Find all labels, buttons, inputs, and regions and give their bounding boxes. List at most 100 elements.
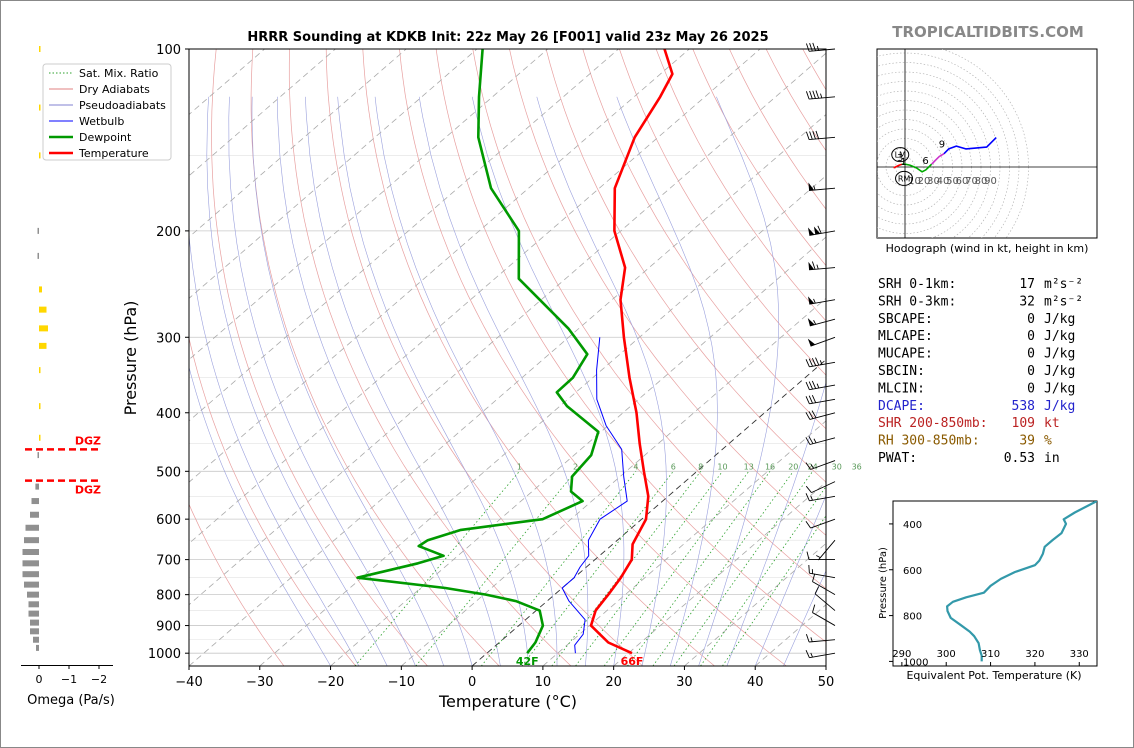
x-tick-label: 0	[468, 675, 476, 690]
omega-ticks: 0 −1 −2	[36, 665, 107, 686]
barb-full	[805, 43, 810, 52]
wind-barb	[808, 182, 836, 191]
param-label: SRH 0-3km:	[878, 294, 956, 309]
omega-bar	[37, 452, 39, 459]
omega-bar	[39, 152, 41, 159]
param-label: SHR 200-850mb:	[878, 416, 988, 431]
pseudoadiabat	[726, 381, 826, 666]
omega-bar	[39, 434, 41, 441]
omega-bar	[22, 548, 39, 555]
mixing-ratio-label: 20	[788, 462, 798, 471]
barb-full	[805, 381, 810, 390]
isotherm	[330, 236, 826, 666]
barb-half	[813, 438, 817, 444]
hodograph-height-label: 9	[939, 140, 945, 151]
wind-barb	[805, 493, 836, 502]
x-tick-label: 10	[535, 675, 552, 690]
pseudoadiabat	[251, 96, 445, 666]
wind-barb	[808, 564, 836, 579]
barb-staff	[810, 518, 836, 529]
theta-e-y-label: 400	[903, 520, 922, 531]
barb-half	[813, 320, 817, 325]
isotherm	[189, 113, 826, 666]
legend-label: Wetbulb	[79, 115, 124, 128]
hodograph-segment	[943, 137, 997, 155]
hodograph-trace	[893, 137, 997, 173]
wind-barb	[808, 225, 836, 236]
pseudoadiabat	[783, 570, 826, 666]
barb-full	[815, 90, 820, 99]
omega-axis-label: Omega (Pa/s)	[27, 693, 115, 708]
hodograph-ring-label: 50	[946, 176, 959, 187]
omega-tick-label: −2	[91, 673, 107, 686]
barb-pennant	[808, 296, 815, 305]
y-tick-label: 100	[156, 43, 181, 58]
param-row: MLCAPE: 0 J/kg	[878, 329, 1075, 344]
param-row: SBCAPE: 0 J/kg	[878, 312, 1075, 327]
hodograph-segment	[893, 163, 903, 169]
wetbulb-line	[561, 337, 628, 654]
legend-label: Pseudoadiabats	[79, 99, 166, 112]
theta-e-y-label: 800	[903, 612, 922, 623]
omega-tick-label: 0	[36, 673, 43, 686]
omega-bar	[36, 644, 39, 651]
legend-label: Sat. Mix. Ratio	[79, 67, 159, 80]
param-label: SRH 0-1km:	[878, 277, 956, 292]
param-unit: m²s⁻²	[1044, 277, 1083, 292]
mixing-ratio-line	[354, 471, 520, 666]
barb-staff	[809, 48, 836, 52]
barb-full	[811, 394, 817, 403]
hodograph-ring-label: 60	[956, 176, 969, 187]
param-label: DCAPE:	[878, 399, 925, 414]
param-unit: J/kg	[1044, 347, 1075, 362]
hodograph-ring-label: 10	[908, 176, 921, 187]
x-axis-ticks: −40 −30 −20 −10 0 10 20 30 40 50	[175, 666, 834, 690]
param-unit: J/kg	[1044, 399, 1075, 414]
x-tick-label: 40	[747, 675, 764, 690]
pseudoadiabat	[754, 494, 826, 666]
param-unit: J/kg	[1044, 329, 1075, 344]
barb-staff	[809, 187, 836, 191]
x-tick-label: 30	[676, 675, 693, 690]
isotherm	[189, 49, 407, 238]
mixing-ratio-line	[673, 471, 814, 666]
isotherms	[189, 49, 826, 666]
omega-bar	[39, 403, 41, 410]
parameter-table: SRH 0-1km: 17 m²s⁻² SRH 0-3km: 32 m²s⁻² SBCAPE…	[878, 277, 1083, 466]
barb-full	[812, 90, 816, 99]
pseudoadiabat	[337, 96, 529, 666]
param-row: SHR 200-850mb: 109 kt	[878, 416, 1060, 431]
barb-half	[820, 93, 823, 99]
barb-full	[805, 412, 811, 420]
dry-adiabat	[545, 49, 826, 483]
x-tick-label: −40	[175, 675, 202, 690]
barb-pennant	[813, 226, 821, 235]
omega-bars	[22, 46, 48, 651]
surface-label: 42F	[516, 655, 539, 668]
param-unit: in	[1044, 451, 1060, 466]
pressure-gridlines	[189, 49, 826, 654]
hodograph-ring-label: 90	[984, 176, 997, 187]
barb-staff	[809, 96, 836, 100]
isotherm	[189, 49, 478, 299]
pseudoadiabat	[536, 96, 667, 666]
barb-full	[809, 131, 813, 140]
barb-full	[805, 131, 810, 140]
param-value: 0	[1027, 381, 1035, 396]
skewt-axes-frame	[188, 48, 827, 667]
barb-staff	[809, 495, 836, 502]
y-tick-label: 900	[156, 620, 181, 635]
dgz-label: DGZ	[75, 434, 101, 447]
chart-title: HRRR Sounding at KDKB Init: 22z May 26 […	[247, 30, 768, 45]
param-value: 32	[1019, 294, 1035, 309]
barb-staff	[809, 299, 836, 305]
param-label: SBCIN:	[878, 364, 925, 379]
wind-barb	[805, 394, 836, 405]
barb-pennant	[808, 261, 815, 270]
omega-bar	[22, 560, 39, 567]
param-value: 0.53	[1004, 451, 1035, 466]
omega-bar	[37, 252, 39, 259]
pseudoadiabat	[471, 96, 625, 666]
theta-e-x-label: 310	[981, 649, 1000, 660]
param-row: RH 300-850mb: 39%	[878, 434, 1052, 449]
